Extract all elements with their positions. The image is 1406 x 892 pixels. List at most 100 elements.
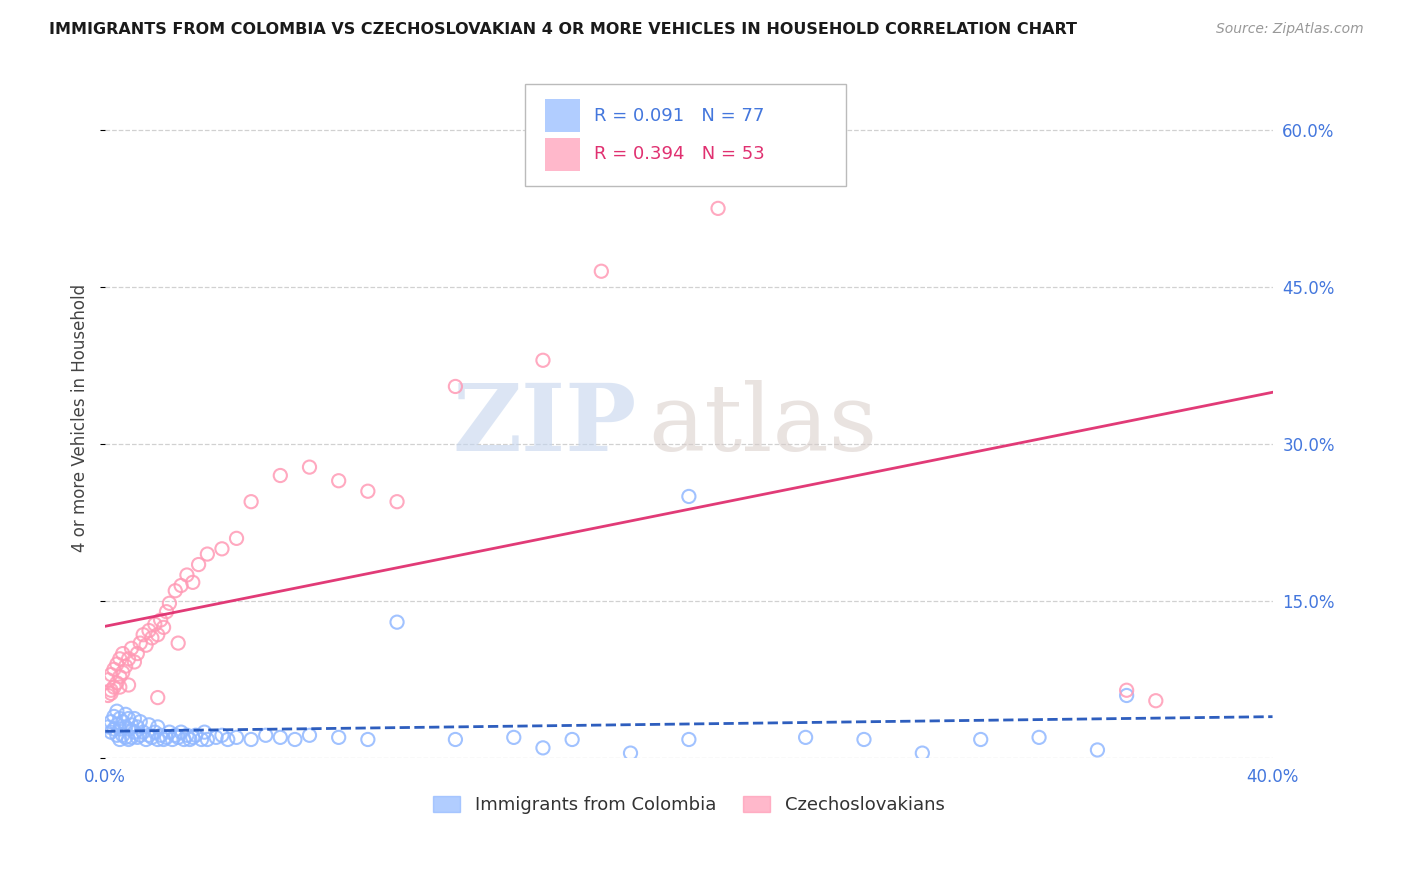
Point bbox=[225, 731, 247, 745]
Point bbox=[129, 636, 152, 650]
Point bbox=[176, 568, 198, 582]
Point bbox=[225, 532, 247, 546]
Point bbox=[190, 732, 212, 747]
Point bbox=[152, 620, 174, 634]
Point bbox=[217, 732, 239, 747]
Point bbox=[328, 474, 350, 488]
Point bbox=[105, 704, 128, 718]
Point bbox=[103, 709, 125, 723]
Point bbox=[103, 722, 125, 736]
Point bbox=[103, 680, 125, 694]
Bar bbox=[546, 99, 581, 132]
Point bbox=[298, 728, 321, 742]
Point bbox=[167, 731, 190, 745]
Point bbox=[117, 678, 139, 692]
Point bbox=[357, 484, 380, 499]
Point bbox=[195, 547, 218, 561]
Text: R = 0.394   N = 53: R = 0.394 N = 53 bbox=[595, 145, 765, 163]
Point bbox=[193, 725, 215, 739]
Point bbox=[135, 732, 157, 747]
Point bbox=[357, 732, 380, 747]
Point bbox=[619, 746, 641, 760]
Point bbox=[146, 628, 169, 642]
Point bbox=[170, 578, 193, 592]
Point bbox=[591, 264, 613, 278]
Point bbox=[127, 731, 149, 745]
Point bbox=[105, 718, 128, 732]
Point bbox=[127, 720, 149, 734]
Point bbox=[124, 655, 146, 669]
Point bbox=[149, 613, 172, 627]
Point bbox=[105, 728, 128, 742]
Text: atlas: atlas bbox=[648, 380, 877, 470]
Point bbox=[138, 718, 160, 732]
Point bbox=[100, 667, 122, 681]
Point bbox=[794, 731, 817, 745]
Point bbox=[121, 731, 143, 745]
Point bbox=[100, 686, 122, 700]
Point bbox=[173, 732, 195, 747]
Point bbox=[146, 720, 169, 734]
Point bbox=[165, 583, 187, 598]
Point bbox=[100, 714, 122, 729]
Point bbox=[108, 670, 131, 684]
Point bbox=[181, 731, 204, 745]
Point bbox=[707, 202, 730, 216]
Legend: Immigrants from Colombia, Czechoslovakians: Immigrants from Colombia, Czechoslovakia… bbox=[433, 796, 945, 814]
Point bbox=[149, 728, 172, 742]
Point bbox=[97, 673, 120, 687]
Point bbox=[284, 732, 307, 747]
Point bbox=[97, 689, 120, 703]
Point bbox=[152, 732, 174, 747]
Point bbox=[108, 652, 131, 666]
Bar bbox=[546, 138, 581, 170]
Point bbox=[121, 641, 143, 656]
Point bbox=[254, 728, 277, 742]
Point bbox=[127, 647, 149, 661]
Point bbox=[502, 731, 524, 745]
Point bbox=[1028, 731, 1050, 745]
Point bbox=[269, 731, 291, 745]
Point bbox=[121, 718, 143, 732]
Point bbox=[138, 728, 160, 742]
Point bbox=[155, 731, 177, 745]
Point bbox=[143, 725, 166, 739]
Point bbox=[141, 731, 163, 745]
Point bbox=[531, 740, 554, 755]
Point bbox=[179, 732, 201, 747]
Point bbox=[678, 490, 700, 504]
Point bbox=[124, 712, 146, 726]
Point bbox=[181, 575, 204, 590]
Point bbox=[114, 659, 136, 673]
Point bbox=[205, 731, 228, 745]
Point bbox=[129, 728, 152, 742]
Point bbox=[135, 638, 157, 652]
Point bbox=[1115, 683, 1137, 698]
FancyBboxPatch shape bbox=[526, 84, 846, 186]
Point bbox=[328, 731, 350, 745]
Text: IMMIGRANTS FROM COLOMBIA VS CZECHOSLOVAKIAN 4 OR MORE VEHICLES IN HOUSEHOLD CORR: IMMIGRANTS FROM COLOMBIA VS CZECHOSLOVAK… bbox=[49, 22, 1077, 37]
Point bbox=[444, 379, 467, 393]
Point bbox=[1115, 689, 1137, 703]
Point bbox=[184, 728, 207, 742]
Point bbox=[911, 746, 934, 760]
Point bbox=[108, 732, 131, 747]
Point bbox=[108, 722, 131, 736]
Point bbox=[108, 680, 131, 694]
Point bbox=[170, 725, 193, 739]
Point bbox=[114, 720, 136, 734]
Point bbox=[105, 676, 128, 690]
Point bbox=[561, 732, 583, 747]
Point bbox=[124, 725, 146, 739]
Point bbox=[100, 725, 122, 739]
Point bbox=[146, 690, 169, 705]
Point bbox=[129, 714, 152, 729]
Point bbox=[141, 631, 163, 645]
Point bbox=[97, 720, 120, 734]
Point bbox=[111, 647, 134, 661]
Point bbox=[132, 628, 155, 642]
Point bbox=[211, 541, 233, 556]
Point bbox=[298, 460, 321, 475]
Point bbox=[165, 728, 187, 742]
Point bbox=[111, 714, 134, 729]
